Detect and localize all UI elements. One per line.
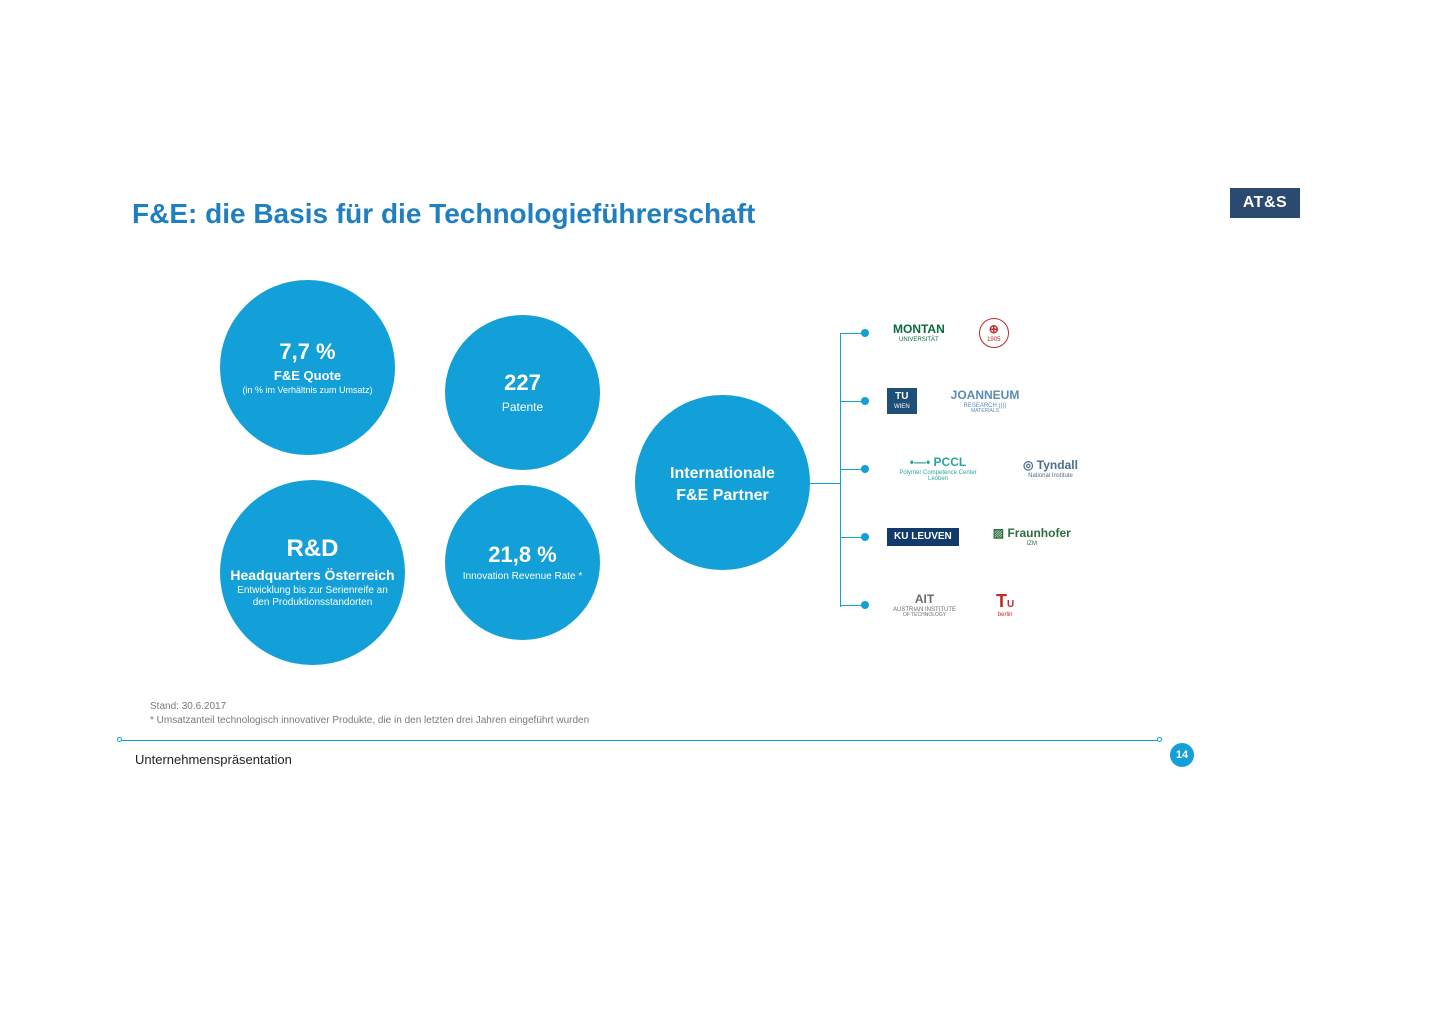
partner-logo-pair: KU LEUVEN ▨ Fraunhofer IZM: [887, 524, 1077, 550]
branch-dot-icon: [861, 533, 869, 541]
patents-value: 227: [504, 371, 541, 395]
circle-fe-quote: 7,7 % F&E Quote (in % im Verhältnis zum …: [220, 280, 395, 455]
partner-logo-left: KU LEUVEN: [887, 528, 959, 546]
presentation-label: Unternehmenspräsentation: [135, 752, 292, 767]
page-number: 14: [1170, 743, 1194, 767]
branch-dot-icon: [861, 329, 869, 337]
footnotes: Stand: 30.6.2017 * Umsatzanteil technolo…: [150, 700, 589, 728]
partner-row: MONTAN UNIVERSITÄT ⊕ 1905: [840, 313, 1170, 353]
partner-logo-sub: Polymer Competence Center Leoben: [893, 470, 983, 482]
slide-title: F&E: die Basis für die Technologieführer…: [132, 198, 755, 230]
footnote-date: Stand: 30.6.2017: [150, 700, 589, 714]
partner-logo-text: KU LEUVEN: [894, 532, 952, 542]
partner-logo-sub2: OF TECHNOLOGY: [903, 613, 946, 618]
circle-patents: 227 Patente: [445, 315, 600, 470]
branch-segment: [840, 605, 862, 606]
fe-quote-value: 7,7 %: [279, 340, 335, 364]
partner-logo-sub: IZM: [1027, 541, 1037, 547]
partner-logo-right: ⊕ 1905: [979, 318, 1009, 348]
patents-label: Patente: [502, 400, 543, 414]
footer-line: [120, 740, 1160, 741]
partner-logo-pair: TU WIEN JOANNEUMRESEARCH ))))MATERIALS: [887, 386, 1025, 417]
partner-logo-text: AIT: [915, 593, 934, 605]
partner-logo-left: AITAUSTRIAN INSTITUTEOF TECHNOLOGY: [887, 590, 962, 621]
footer-dot-right: [1157, 737, 1162, 742]
fe-quote-label: F&E Quote: [274, 368, 341, 383]
partner-logo-text: ◎ Tyndall: [1023, 459, 1078, 471]
partners-line1: Internationale: [670, 465, 775, 483]
branch-segment: [840, 469, 862, 470]
partner-logo-sub: 1905: [987, 337, 1000, 343]
circle-innovation-rate: 21,8 % Innovation Revenue Rate *: [445, 485, 600, 640]
partner-branches: MONTAN UNIVERSITÄT ⊕ 1905 TU WIEN JOANNEUMRESE…: [810, 320, 1180, 640]
partner-logo-text: ⊕: [989, 323, 999, 335]
partner-row: KU LEUVEN ▨ Fraunhofer IZM: [840, 517, 1170, 557]
partner-logo-left: TU WIEN: [887, 388, 917, 414]
partner-logo-sub: National Institute: [1028, 473, 1073, 479]
slide-body: F&E: die Basis für die Technologieführer…: [120, 180, 1320, 800]
branch-segment: [840, 333, 862, 334]
innovation-label: Innovation Revenue Rate *: [463, 571, 583, 582]
partner-logo-right: TUberlin: [990, 589, 1020, 621]
circle-rd-hq: R&D Headquarters Österreich Entwicklung …: [220, 480, 405, 665]
partner-logo-pair: •—• PCCL Polymer Competence Center Leoben…: [887, 453, 1084, 485]
partner-logo-left: MONTAN UNIVERSITÄT: [887, 320, 951, 346]
partner-logo-text: •—• PCCL: [910, 456, 966, 468]
partner-logo-sub: WIEN: [894, 404, 910, 410]
branch-dot-icon: [861, 601, 869, 609]
partner-logo-text: ▨ Fraunhofer: [993, 527, 1071, 539]
branch-dot-icon: [861, 465, 869, 473]
rd-hq-sub: Entwicklung bis zur Serienreife an den P…: [233, 585, 393, 609]
branch-dot-icon: [861, 397, 869, 405]
partner-logo-text: TU: [895, 392, 908, 402]
partner-logo-pair: AITAUSTRIAN INSTITUTEOF TECHNOLOGY TUberl…: [887, 589, 1020, 621]
rd-hq-value: R&D: [287, 536, 339, 562]
partner-logo-right: ◎ Tyndall National Institute: [1017, 456, 1084, 482]
branch-segment: [840, 537, 862, 538]
circle-partners: Internationale F&E Partner: [635, 395, 810, 570]
footer-dot-left: [117, 737, 122, 742]
trunk-connector: [810, 483, 840, 484]
partners-line2: F&E Partner: [676, 487, 768, 505]
partner-row: AITAUSTRIAN INSTITUTEOF TECHNOLOGY TUberl…: [840, 585, 1170, 625]
partner-logo-right: ▨ Fraunhofer IZM: [987, 524, 1077, 550]
partner-logo-right: JOANNEUMRESEARCH ))))MATERIALS: [945, 386, 1026, 417]
partner-logo-sub: UNIVERSITÄT: [899, 337, 939, 343]
footnote-explain: * Umsatzanteil technologisch innovativer…: [150, 714, 589, 728]
partner-logo-sub2: MATERIALS: [971, 409, 999, 414]
partner-logo-text: JOANNEUM: [951, 389, 1020, 401]
rd-hq-label: Headquarters Österreich: [230, 567, 394, 583]
partner-row: TU WIEN JOANNEUMRESEARCH ))))MATERIALS: [840, 381, 1170, 421]
partner-logo-text: MONTAN: [893, 323, 945, 335]
partner-logo-pair: MONTAN UNIVERSITÄT ⊕ 1905: [887, 318, 1009, 348]
partner-logo-left: •—• PCCL Polymer Competence Center Leoben: [887, 453, 989, 485]
partner-row: •—• PCCL Polymer Competence Center Leoben…: [840, 449, 1170, 489]
fe-quote-sub: (in % im Verhältnis zum Umsatz): [242, 385, 372, 396]
partner-logo-sub: berlin: [998, 612, 1013, 618]
branch-segment: [840, 401, 862, 402]
innovation-value: 21,8 %: [488, 543, 557, 567]
